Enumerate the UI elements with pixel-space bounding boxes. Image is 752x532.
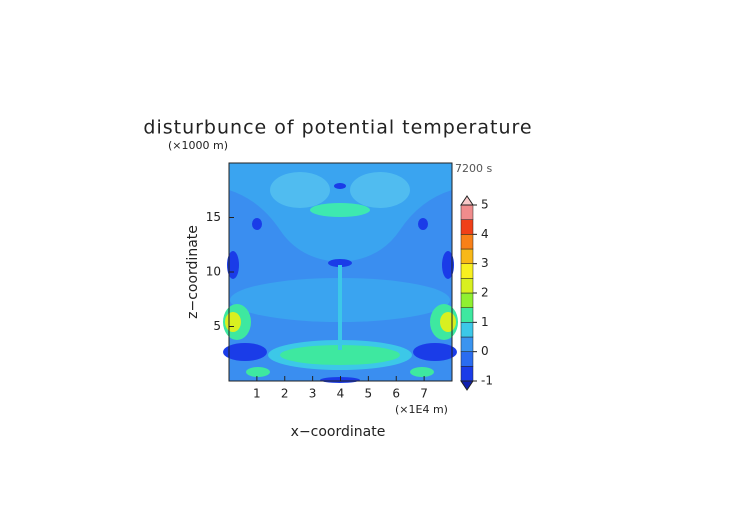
contour-field bbox=[223, 162, 458, 383]
colorbar-tick-label: 2 bbox=[481, 286, 489, 300]
x-tick-label: 2 bbox=[281, 387, 289, 401]
colorbar-tick-label: 0 bbox=[481, 344, 489, 358]
x-axis-label: x−coordinate bbox=[291, 424, 386, 440]
colorbar-band bbox=[460, 248, 474, 264]
colorbar-band bbox=[460, 351, 474, 367]
colorbar-band bbox=[460, 219, 474, 235]
colorbar-band bbox=[460, 366, 474, 382]
y-tick-label: 15 bbox=[206, 210, 221, 224]
colorbar-band bbox=[460, 307, 474, 323]
colorbar-band bbox=[460, 278, 474, 294]
colorbar-tick-label: 3 bbox=[481, 256, 489, 270]
x-tick-label: 6 bbox=[392, 387, 400, 401]
time-label: 7200 s bbox=[455, 162, 492, 175]
colorbar-band bbox=[460, 322, 474, 338]
x-tick-label: 1 bbox=[253, 387, 261, 401]
colorbar-tick-label: 1 bbox=[481, 315, 489, 329]
y-tick-label: 5 bbox=[213, 319, 221, 333]
colorbar-tick-label: -1 bbox=[481, 374, 493, 388]
x-tick-label: 4 bbox=[337, 387, 345, 401]
colorbar-band bbox=[460, 234, 474, 250]
colorbar-band bbox=[460, 204, 474, 220]
colorbar-tick-label: 4 bbox=[481, 227, 489, 241]
x-tick-label: 3 bbox=[309, 387, 317, 401]
colorbar-over bbox=[460, 195, 474, 206]
colorbar-under bbox=[460, 380, 474, 391]
colorbar-tick-label: 5 bbox=[481, 198, 489, 212]
colorbar-band bbox=[460, 336, 474, 352]
colorbar-band bbox=[460, 292, 474, 308]
y-unit: (×1000 m) bbox=[168, 139, 228, 152]
y-axis-label: z−coordinate bbox=[185, 225, 201, 319]
colorbar-band bbox=[460, 263, 474, 279]
x-tick-label: 5 bbox=[365, 387, 373, 401]
y-tick-label: 10 bbox=[206, 265, 221, 279]
chart-title: disturbunce of potential temperature bbox=[143, 117, 532, 139]
x-tick-label: 7 bbox=[420, 387, 428, 401]
x-unit: (×1E4 m) bbox=[395, 403, 448, 416]
